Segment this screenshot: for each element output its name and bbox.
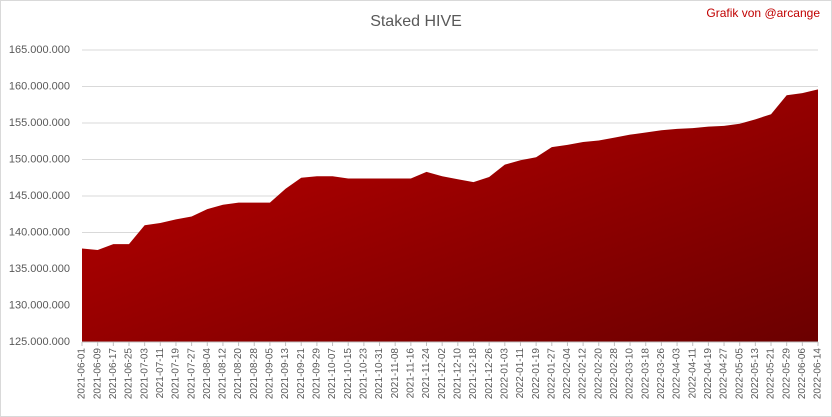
x-tick-label: 2021-09-21 (296, 348, 307, 400)
chart-title: Staked HIVE (370, 13, 462, 30)
x-tick-label: 2022-04-27 (719, 348, 730, 400)
x-tick-label: 2021-12-18 (468, 348, 479, 400)
x-tick-label: 2022-01-11 (515, 348, 526, 399)
x-tick-label: 2022-03-26 (656, 348, 667, 400)
x-tick-label: 2021-08-20 (233, 348, 244, 400)
x-tick-label: 2022-04-19 (703, 348, 714, 400)
x-tick-label: 2022-03-18 (640, 348, 651, 400)
x-tick-label: 2022-01-19 (531, 348, 542, 400)
x-tick-label: 2022-02-12 (578, 348, 589, 400)
x-tick-label: 2021-12-26 (484, 348, 495, 400)
x-tick-label: 2022-02-04 (562, 348, 573, 400)
x-tick-label: 2022-06-06 (797, 348, 808, 400)
x-tick-label: 2021-06-01 (77, 348, 88, 400)
x-tick-label: 2021-10-07 (327, 348, 338, 400)
x-tick-label: 2021-09-13 (280, 348, 291, 400)
x-tick-label: 2022-01-03 (499, 348, 510, 400)
x-tick-label: 2022-05-05 (734, 348, 745, 400)
y-tick-label: 160.000.000 (9, 80, 70, 92)
x-tick-label: 2022-02-28 (609, 348, 620, 400)
x-tick-label: 2021-06-17 (108, 348, 119, 400)
x-tick-label: 2021-06-25 (124, 348, 135, 400)
watermark: Grafik von @arcange (706, 6, 820, 20)
x-tick-label: 2021-09-05 (265, 348, 276, 400)
x-tick-label: 2022-04-11 (687, 348, 698, 399)
x-tick-label: 2021-06-09 (92, 348, 103, 400)
x-tick-label: 2021-08-12 (218, 348, 229, 400)
x-tick-label: 2022-05-29 (781, 348, 792, 400)
x-tick-label: 2022-03-10 (625, 348, 636, 400)
y-tick-label: 140.000.000 (9, 226, 70, 238)
y-tick-label: 135.000.000 (9, 263, 70, 275)
x-tick-label: 2022-01-27 (546, 348, 557, 400)
x-tick-label: 2021-07-03 (139, 348, 150, 400)
y-tick-label: 150.000.000 (9, 153, 70, 165)
x-tick-label: 2021-07-11 (155, 348, 166, 399)
x-tick-label: 2021-11-16 (405, 348, 416, 399)
x-tick-label: 2022-04-03 (672, 348, 683, 400)
x-tick-label: 2021-07-19 (171, 348, 182, 400)
y-tick-label: 165.000.000 (9, 44, 70, 56)
x-tick-label: 2021-08-28 (249, 348, 260, 400)
x-tick-label: 2021-10-23 (359, 348, 370, 400)
x-tick-label: 2021-11-24 (421, 348, 432, 399)
x-tick-label: 2021-09-29 (312, 348, 323, 400)
x-tick-label: 2022-06-14 (813, 348, 824, 400)
x-tick-label: 2022-02-20 (593, 348, 604, 400)
y-tick-label: 145.000.000 (9, 190, 70, 202)
x-tick-label: 2022-05-13 (750, 348, 761, 400)
y-tick-label: 125.000.000 (9, 336, 70, 348)
x-tick-label: 2021-12-02 (437, 348, 448, 400)
y-tick-label: 130.000.000 (9, 299, 70, 311)
x-tick-label: 2021-08-04 (202, 348, 213, 400)
x-tick-label: 2021-10-31 (374, 348, 385, 400)
area (82, 89, 818, 342)
x-tick-label: 2021-12-10 (452, 348, 463, 400)
x-tick-label: 2021-10-15 (343, 348, 354, 400)
x-tick-label: 2022-05-21 (766, 348, 777, 400)
y-tick-label: 155.000.000 (9, 117, 70, 129)
x-tick-label: 2021-07-27 (186, 348, 197, 400)
x-tick-label: 2021-11-08 (390, 348, 401, 399)
